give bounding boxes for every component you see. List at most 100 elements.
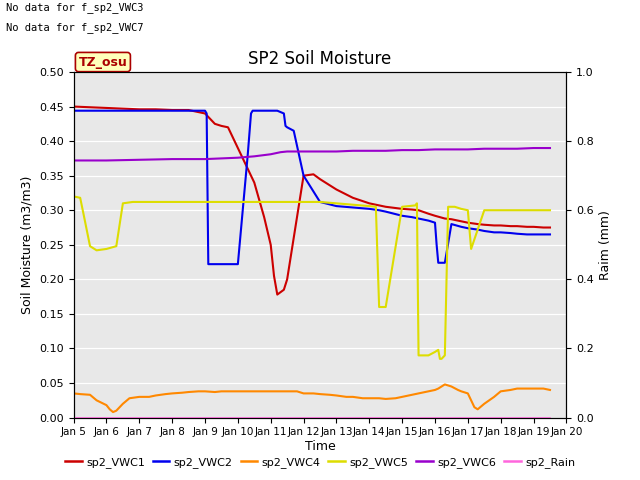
sp2_VWC1 <box>365 201 373 206</box>
sp2_VWC1 <box>224 124 232 130</box>
sp2_VWC1 <box>136 107 143 112</box>
sp2_VWC5 <box>458 206 465 212</box>
sp2_VWC5 <box>113 243 120 249</box>
sp2_VWC1 <box>415 207 422 213</box>
sp2_VWC6 <box>415 147 422 153</box>
sp2_VWC5 <box>136 199 143 205</box>
sp2_VWC6 <box>70 157 77 163</box>
sp2_VWC5 <box>375 304 383 310</box>
sp2_VWC6 <box>447 146 455 152</box>
sp2_VWC5 <box>86 243 94 249</box>
sp2_VWC1 <box>441 216 449 221</box>
sp2_VWC1 <box>490 223 498 228</box>
sp2_VWC5 <box>451 204 458 210</box>
sp2_VWC5 <box>398 204 406 210</box>
sp2_VWC1 <box>474 221 481 227</box>
sp2_VWC1 <box>507 223 515 229</box>
sp2_VWC5 <box>93 248 100 253</box>
sp2_VWC5 <box>218 199 225 205</box>
sp2_VWC1 <box>201 110 209 116</box>
sp2_VWC5 <box>234 199 242 205</box>
sp2_VWC4 <box>310 391 317 396</box>
sp2_VWC2 <box>540 231 547 237</box>
Line: sp2_VWC5: sp2_VWC5 <box>74 196 550 359</box>
sp2_VWC2 <box>507 230 515 236</box>
sp2_VWC5 <box>119 201 127 206</box>
sp2_VWC6 <box>102 157 110 163</box>
sp2_VWC5 <box>76 195 84 201</box>
sp2_VWC5 <box>201 199 209 205</box>
sp2_VWC6 <box>270 151 278 156</box>
sp2_VWC1 <box>300 173 307 179</box>
sp2_VWC6 <box>316 149 324 155</box>
sp2_VWC6 <box>365 148 373 154</box>
sp2_VWC5 <box>444 204 452 210</box>
sp2_VWC1 <box>458 218 465 224</box>
sp2_VWC4 <box>70 391 77 396</box>
sp2_VWC2 <box>267 108 275 114</box>
sp2_VWC1 <box>284 276 291 282</box>
sp2_VWC5 <box>431 349 439 355</box>
sp2_VWC6 <box>530 145 538 151</box>
sp2_VWC6 <box>398 147 406 153</box>
sp2_VWC5 <box>250 199 258 205</box>
Line: sp2_VWC2: sp2_VWC2 <box>74 111 550 264</box>
sp2_VWC5 <box>333 201 340 206</box>
sp2_VWC5 <box>300 199 307 205</box>
Title: SP2 Soil Moisture: SP2 Soil Moisture <box>248 49 392 68</box>
sp2_VWC5 <box>372 204 380 210</box>
sp2_VWC5 <box>70 193 77 199</box>
sp2_VWC4 <box>284 388 291 394</box>
sp2_VWC6 <box>168 156 176 162</box>
sp2_VWC6 <box>300 149 307 155</box>
sp2_VWC1 <box>267 242 275 248</box>
sp2_VWC6 <box>333 149 340 155</box>
Line: sp2_VWC1: sp2_VWC1 <box>74 107 550 295</box>
sp2_VWC1 <box>290 235 298 241</box>
sp2_VWC1 <box>260 214 268 220</box>
sp2_VWC1 <box>86 104 94 110</box>
sp2_VWC1 <box>273 292 281 298</box>
sp2_VWC4 <box>513 386 521 392</box>
sp2_VWC1 <box>316 176 324 182</box>
Legend: sp2_VWC1, sp2_VWC2, sp2_VWC4, sp2_VWC5, sp2_VWC6, sp2_Rain: sp2_VWC1, sp2_VWC2, sp2_VWC4, sp2_VWC5, … <box>60 452 580 472</box>
sp2_VWC5 <box>481 207 488 213</box>
sp2_VWC2 <box>203 110 211 116</box>
Text: No data for f_sp2_VWC7: No data for f_sp2_VWC7 <box>6 22 144 33</box>
sp2_VWC5 <box>413 201 420 206</box>
sp2_VWC6 <box>250 154 258 159</box>
sp2_VWC5 <box>365 203 373 209</box>
sp2_VWC4 <box>109 409 117 415</box>
sp2_VWC1 <box>152 107 159 112</box>
sp2_VWC4 <box>125 396 133 401</box>
Y-axis label: Raim (mm): Raim (mm) <box>600 210 612 280</box>
sp2_VWC1 <box>398 206 406 212</box>
sp2_VWC6 <box>136 157 143 163</box>
sp2_VWC5 <box>412 203 419 208</box>
sp2_VWC6 <box>201 156 209 162</box>
sp2_VWC1 <box>102 105 110 111</box>
sp2_VWC1 <box>310 171 317 177</box>
sp2_VWC6 <box>382 148 390 154</box>
sp2_VWC1 <box>234 145 242 151</box>
sp2_VWC5 <box>447 204 455 210</box>
sp2_VWC5 <box>464 207 472 213</box>
sp2_VWC1 <box>349 195 356 201</box>
sp2_VWC1 <box>431 213 439 219</box>
sp2_VWC5 <box>530 207 538 213</box>
sp2_VWC5 <box>349 202 356 207</box>
sp2_VWC1 <box>497 223 504 228</box>
sp2_VWC1 <box>280 287 288 293</box>
sp2_VWC1 <box>218 123 225 129</box>
sp2_VWC6 <box>497 146 504 152</box>
sp2_VWC5 <box>513 207 521 213</box>
sp2_VWC5 <box>424 352 432 358</box>
X-axis label: Time: Time <box>305 440 335 453</box>
Text: TZ_osu: TZ_osu <box>79 56 127 69</box>
sp2_VWC1 <box>546 225 554 230</box>
sp2_VWC6 <box>284 149 291 155</box>
sp2_VWC5 <box>436 356 444 362</box>
sp2_VWC5 <box>185 199 193 205</box>
sp2_VWC2 <box>70 108 77 114</box>
sp2_VWC1 <box>204 114 212 120</box>
